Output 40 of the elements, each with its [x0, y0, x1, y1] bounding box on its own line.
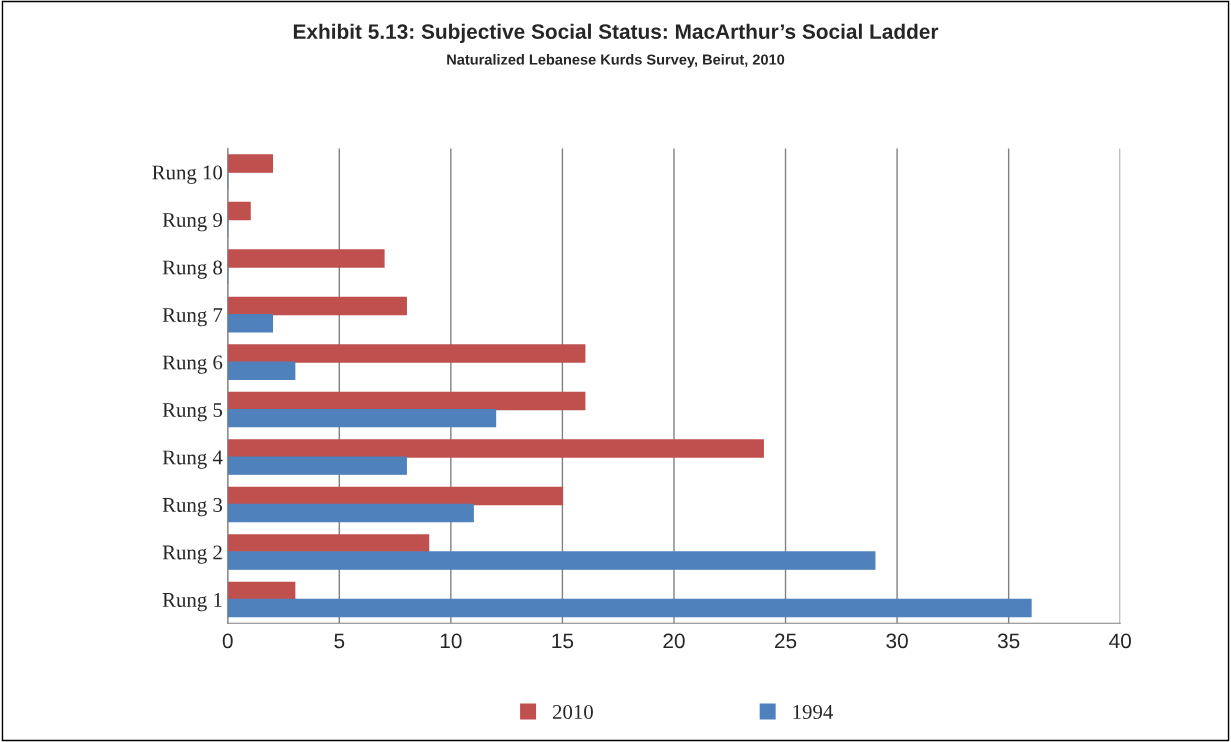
x-tick-label: 0	[222, 633, 233, 649]
x-tick-label: 5	[334, 633, 345, 649]
bar	[227, 408, 497, 428]
bar	[227, 391, 586, 411]
y-tick-label: Rung 2	[162, 545, 222, 564]
chart-title: Exhibit 5.13: Subjective Social Status: MacArthur’s Social Ladder	[293, 23, 939, 44]
y-tick-label: Rung 1	[162, 592, 222, 612]
bar	[227, 313, 274, 333]
y-tick-label: Rung 7	[162, 308, 223, 327]
x-tick-label: 40	[1109, 633, 1131, 649]
bar	[227, 486, 564, 506]
chart-subtitle: Naturalized Lebanese Kurds Survey, Beirut, 2010	[447, 54, 785, 68]
bar	[227, 534, 430, 553]
bar	[227, 344, 586, 363]
y-tick-label: Rung 10	[152, 165, 223, 184]
y-tick-label: Rung 6	[162, 355, 223, 374]
bar	[227, 439, 764, 458]
bar	[227, 296, 407, 316]
bar	[227, 598, 1032, 618]
bar	[227, 581, 296, 601]
bar	[227, 503, 474, 523]
x-tick-label: 10	[440, 633, 462, 649]
bar	[227, 154, 274, 173]
y-tick-label: Rung 9	[162, 213, 223, 232]
y-tick-label: Rung 3	[162, 497, 223, 517]
bar	[227, 201, 251, 221]
bar	[227, 361, 296, 380]
x-tick-label: 30	[886, 633, 908, 649]
bar	[227, 249, 385, 268]
x-tick-label: 15	[552, 633, 574, 649]
x-tick-label: 20	[663, 633, 685, 649]
y-tick-label: Rung 8	[162, 260, 223, 279]
bar	[227, 456, 407, 475]
legend-label: 1994	[793, 705, 833, 720]
x-tick-label: 35	[997, 633, 1020, 649]
y-tick-label: Rung 5	[162, 403, 223, 422]
legend-label: 2010	[552, 704, 593, 720]
y-tick-label: Rung 4	[162, 450, 223, 469]
bar	[227, 551, 876, 570]
x-tick-label: 25	[774, 633, 797, 649]
